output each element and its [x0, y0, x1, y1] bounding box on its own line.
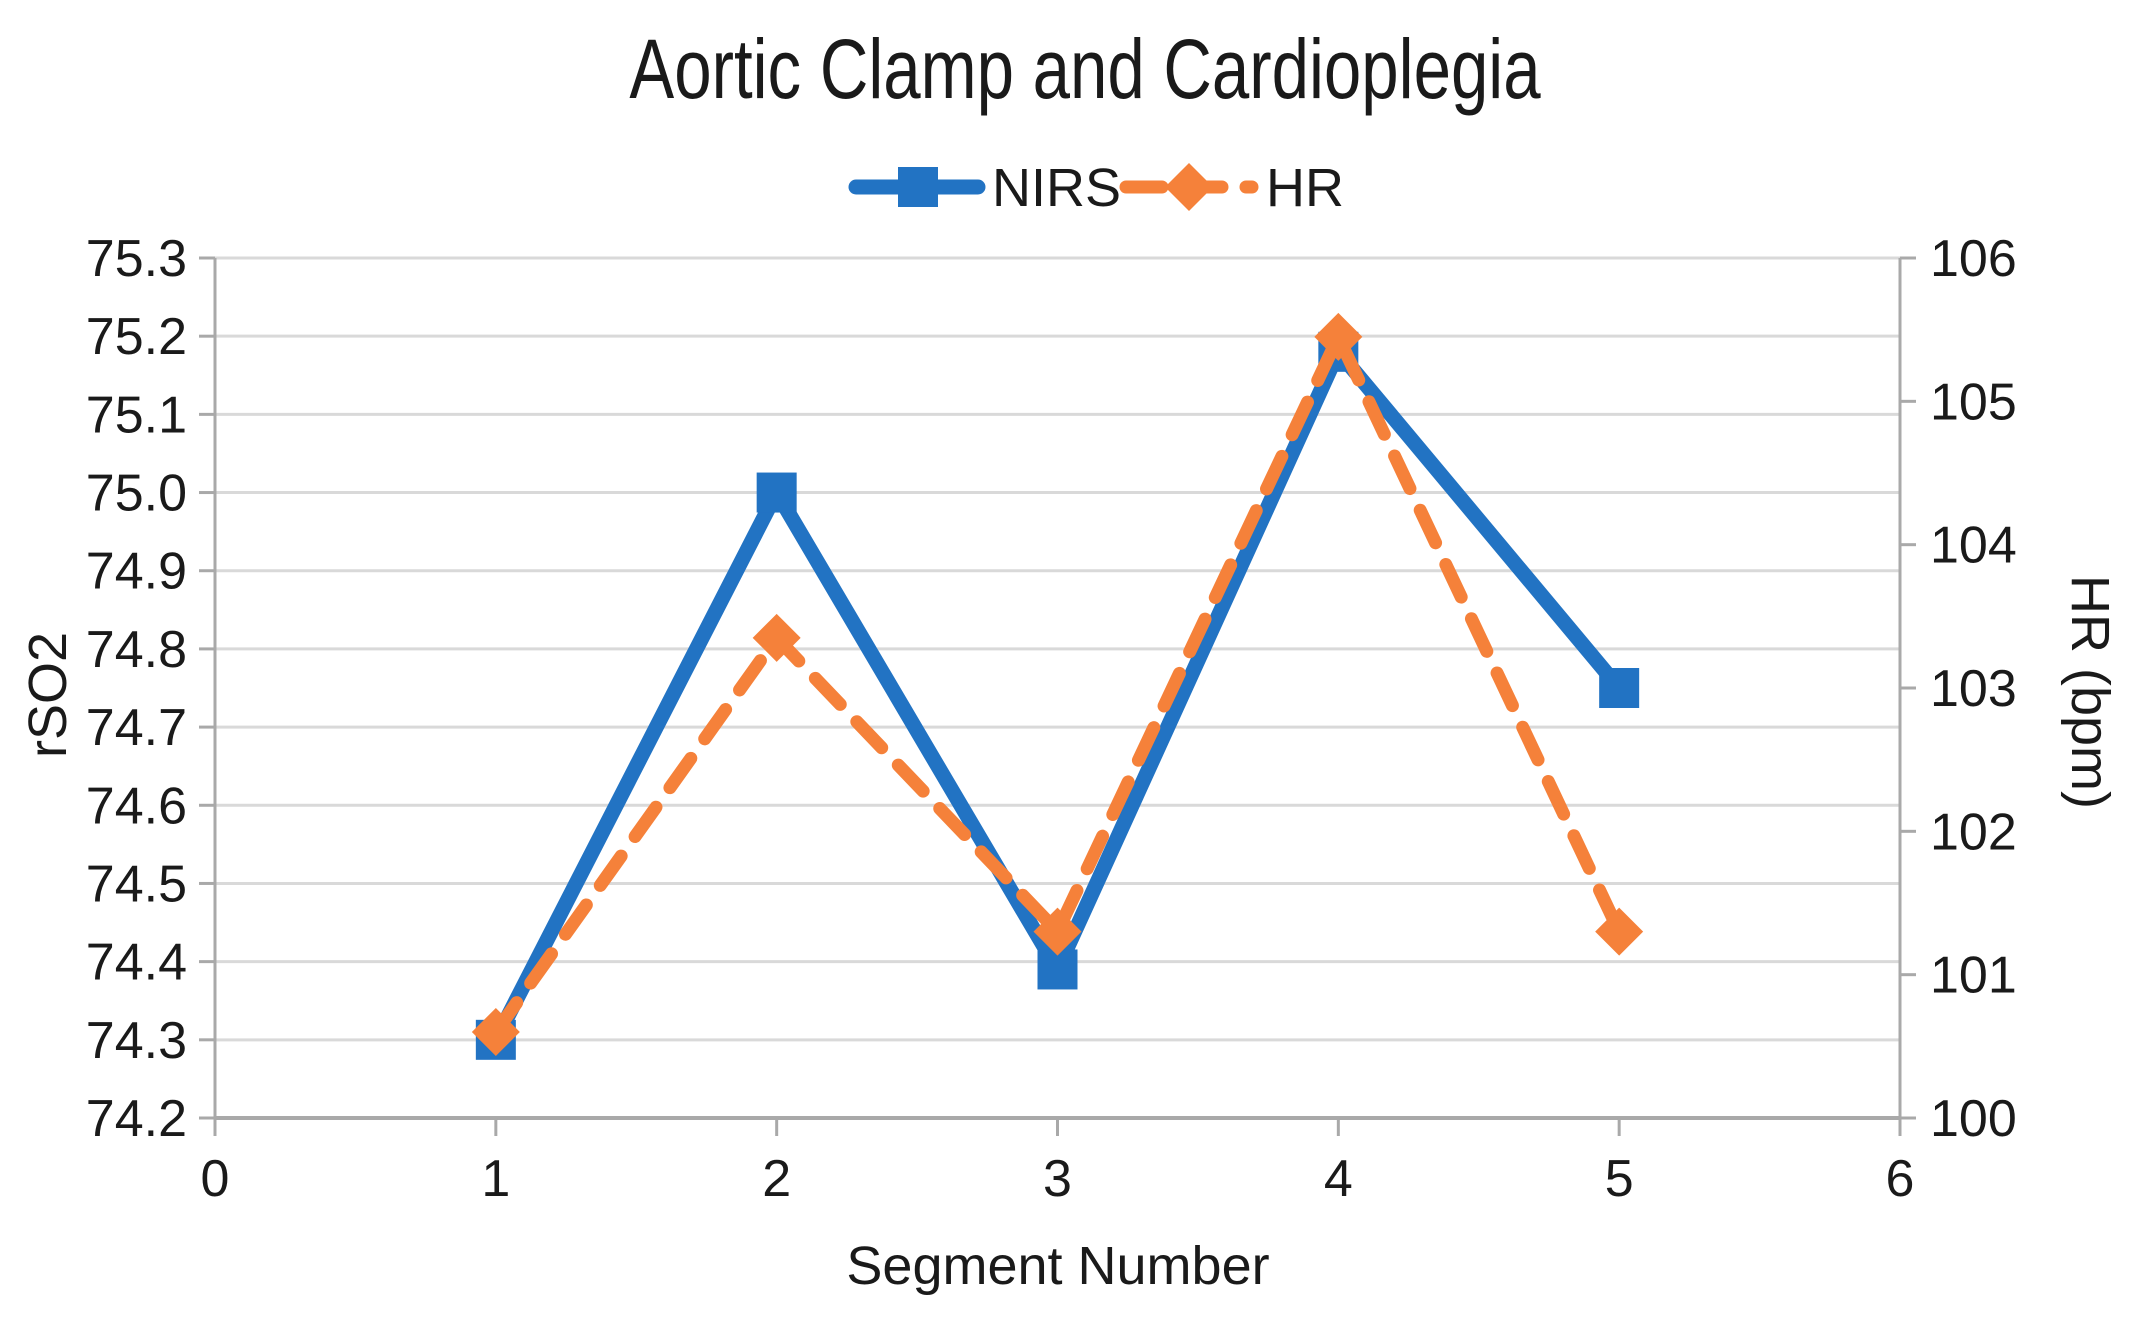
left-axis-tick-label: 75.1: [86, 386, 187, 444]
x-axis-tick-label: 3: [1043, 1150, 1072, 1208]
x-axis-tick-label: 1: [481, 1150, 510, 1208]
x-axis-tick-label: 4: [1324, 1150, 1353, 1208]
tick-labels-layer: 75.3 75.2 75.1 75.0 74.9 74.8 74.7 74.6 74.5 74.4…: [86, 230, 2017, 1208]
legend-nirs-square-marker-icon: [898, 167, 938, 207]
legend-label-nirs: NIRS: [992, 158, 1121, 218]
x-axis-tick-label: 2: [762, 1150, 791, 1208]
left-axis-tick-label: 74.4: [86, 934, 187, 992]
y-axis-label-right: HR (bpm): [2060, 575, 2120, 809]
x-axis-tick-label: 6: [1886, 1150, 1915, 1208]
left-axis-tick-label: 74.9: [86, 543, 187, 601]
hr-marker-diamond: [471, 1008, 520, 1056]
right-axis-tick-label: 102: [1930, 803, 2017, 861]
left-axis-tick-label: 74.3: [86, 1012, 187, 1070]
right-axis-tick-label: 101: [1930, 947, 2017, 1005]
axes-layer: [199, 256, 1916, 1136]
legend-hr-diamond-marker-icon: [1165, 163, 1213, 211]
nirs-marker-square: [1037, 949, 1078, 990]
legend-label-hr: HR: [1266, 158, 1344, 218]
right-axis-tick-label: 106: [1930, 230, 2017, 288]
y-axis-label-left: rSO2: [18, 632, 78, 758]
x-axis-tick-label: 5: [1605, 1150, 1634, 1208]
chart-title: Aortic Clamp and Cardioplegia: [629, 23, 1541, 117]
left-axis-title-group: rSO2: [18, 632, 78, 758]
hr-marker-diamond: [1314, 312, 1363, 361]
right-axis-tick-label: 104: [1930, 517, 2017, 575]
left-axis-tick-label: 75.3: [86, 230, 187, 288]
nirs-marker-square: [1599, 668, 1640, 708]
x-axis-label: Segment Number: [846, 1236, 1269, 1296]
chart-title-group: Aortic Clamp and Cardioplegia: [629, 23, 1541, 117]
left-axis-tick-label: 74.6: [86, 777, 187, 835]
left-axis-tick-label: 74.5: [86, 855, 187, 913]
right-axis-tick-label: 100: [1930, 1090, 2017, 1148]
nirs-marker-square: [756, 472, 797, 513]
right-axis-title-group: HR (bpm): [2060, 575, 2120, 809]
left-axis-tick-label: 74.2: [86, 1090, 187, 1148]
x-axis-tick-label: 0: [201, 1150, 230, 1208]
left-axis-tick-label: 74.7: [86, 699, 187, 757]
hr-marker-diamond: [1595, 907, 1644, 956]
legend: NIRS HR: [848, 158, 1344, 218]
hr-marker-diamond: [752, 613, 801, 662]
left-axis-tick-label: 75.2: [86, 308, 187, 366]
hr-line: [489, 330, 1626, 1039]
right-axis-tick-label: 105: [1930, 373, 2017, 431]
left-axis-tick-label: 75.0: [86, 465, 187, 523]
right-axis-tick-label: 103: [1930, 660, 2017, 718]
left-axis-tick-label: 74.8: [86, 621, 187, 679]
hr-marker-diamond: [1033, 907, 1082, 956]
series-layer: [471, 312, 1644, 1060]
